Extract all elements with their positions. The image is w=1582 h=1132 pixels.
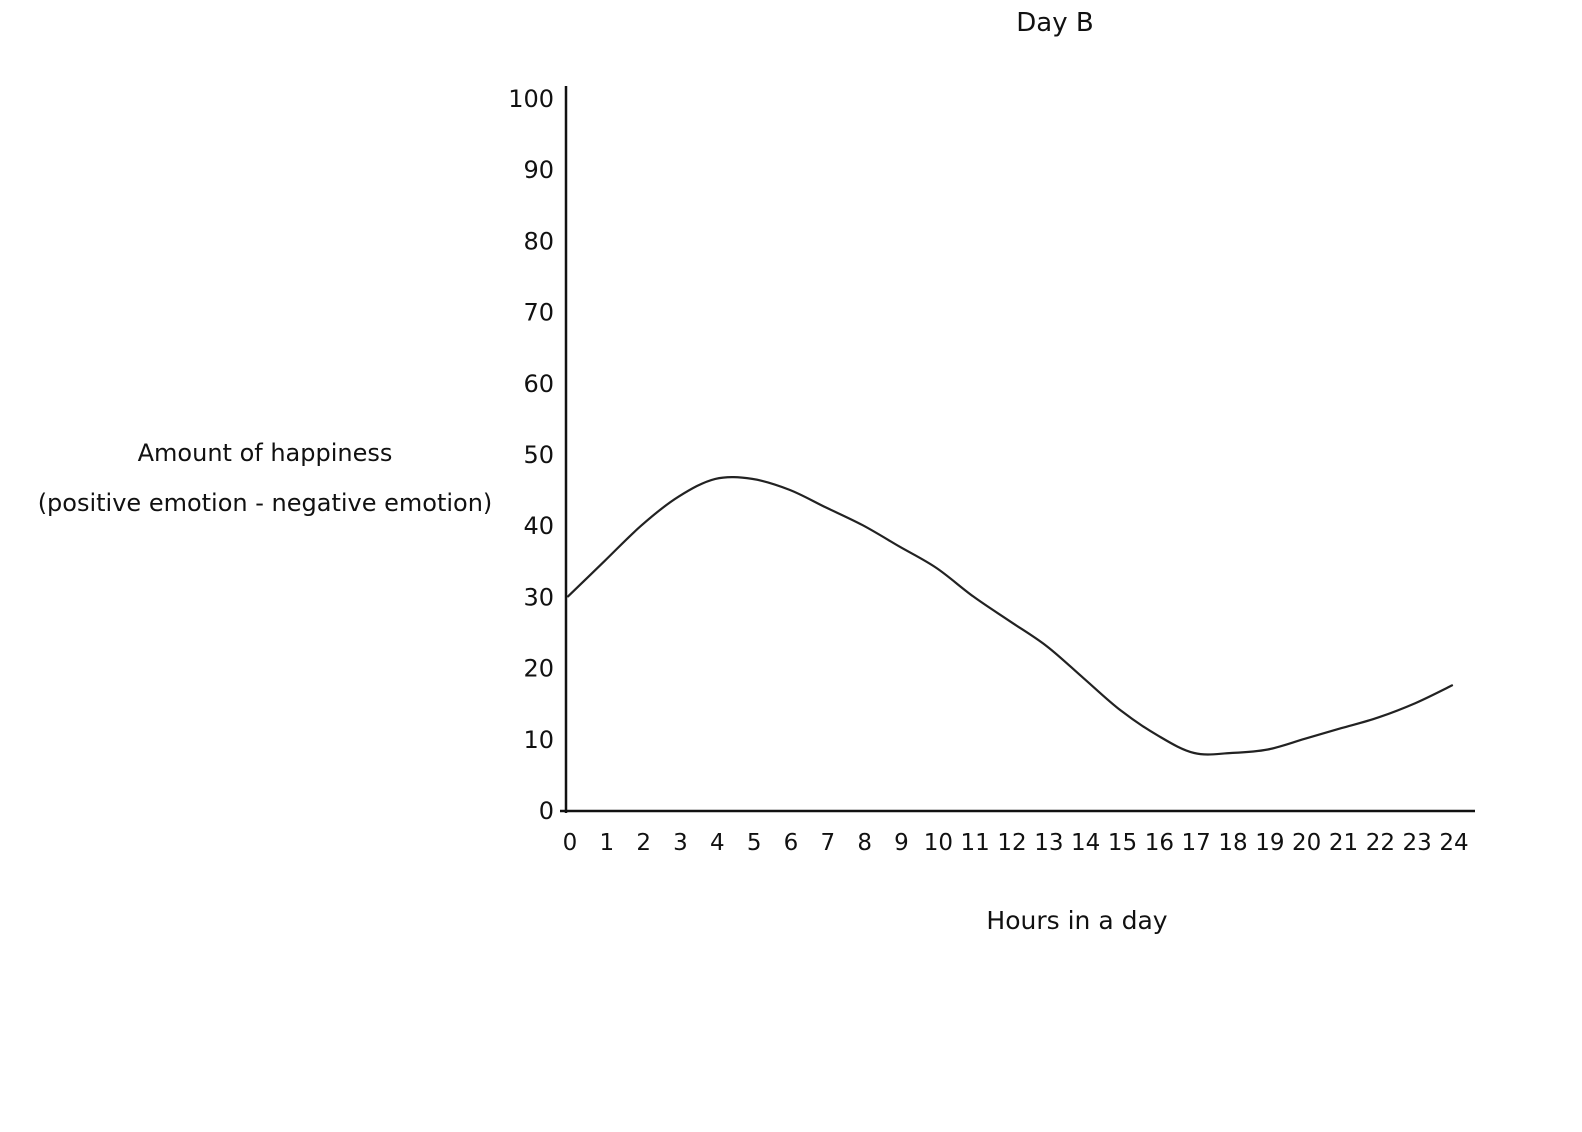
x-tick-label: 18 [1218,830,1247,856]
x-tick-label: 3 [673,830,688,856]
x-tick-label: 6 [784,830,799,856]
y-tick-label: 20 [523,655,554,683]
x-tick-label: 11 [961,830,990,856]
y-tick-label: 40 [523,512,554,540]
x-tick-label: 16 [1145,830,1174,856]
y-tick-label: 50 [523,441,554,469]
x-tick-label: 0 [563,830,578,856]
chart-title: Day B [1016,8,1094,38]
x-tick-label: 15 [1108,830,1137,856]
x-tick-label: 8 [857,830,872,856]
y-tick-label: 70 [523,299,554,327]
x-tick-label: 24 [1439,830,1468,856]
x-tick-label: 2 [636,830,651,856]
x-tick-label: 1 [600,830,615,856]
x-tick-label: 20 [1292,830,1321,856]
y-axis-label-line1: Amount of happiness [137,439,393,467]
y-tick-label: 90 [523,156,554,184]
y-tick-label: 30 [523,583,554,611]
x-tick-label: 4 [710,830,725,856]
y-tick-label: 0 [539,797,554,825]
x-tick-label: 14 [1071,830,1100,856]
x-tick-label: 19 [1255,830,1284,856]
x-tick-label: 7 [821,830,836,856]
x-tick-label: 17 [1182,830,1211,856]
y-tick-label: 10 [523,726,554,754]
x-tick-label: 13 [1034,830,1063,856]
x-tick-label: 5 [747,830,762,856]
y-tick-label: 80 [523,227,554,255]
x-tick-label: 12 [997,830,1026,856]
y-axis-label: Amount of happiness (positive emotion - … [0,428,530,528]
x-tick-label: 21 [1329,830,1358,856]
y-axis-label-line2: (positive emotion - negative emotion) [37,489,493,517]
x-tick-label: 9 [894,830,909,856]
x-tick-label: 10 [924,830,953,856]
x-axis-label: Hours in a day [986,906,1168,935]
y-tick-label: 60 [523,370,554,398]
x-tick-label: 23 [1403,830,1432,856]
x-tick-label: 22 [1366,830,1395,856]
series-line [566,476,1454,756]
y-tick-label: 100 [508,85,554,113]
